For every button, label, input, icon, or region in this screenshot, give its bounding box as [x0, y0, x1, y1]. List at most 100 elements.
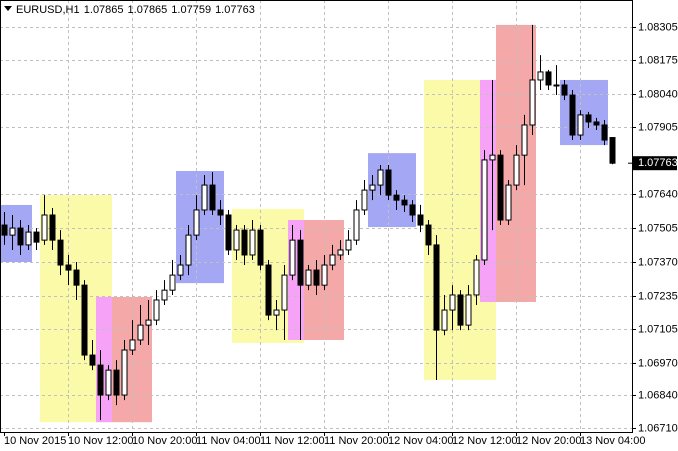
- candle-body: [313, 269, 320, 286]
- x-tick-label: 13 Nov 04:00: [580, 435, 645, 447]
- y-tick-label: 1.07105: [638, 323, 678, 335]
- x-tick-label: 12 Nov 20:00: [516, 435, 581, 447]
- candle-body: [65, 264, 72, 271]
- candle-body: [297, 239, 304, 286]
- ohlc-low: 1.07759: [171, 4, 211, 16]
- candle-body: [121, 349, 128, 396]
- ohlc-high: 1.07865: [128, 4, 168, 16]
- candle-body: [409, 204, 416, 216]
- candle-body: [105, 369, 112, 396]
- candle-body: [81, 284, 88, 356]
- ohlc-close: 1.07763: [215, 4, 255, 16]
- candle-body: [449, 294, 456, 311]
- candle-body: [441, 309, 448, 331]
- x-tick-label: 11 Nov 20:00: [324, 435, 389, 447]
- candle-body: [505, 184, 512, 221]
- y-tick-label: 1.07640: [638, 188, 678, 200]
- candle-body: [209, 184, 216, 211]
- x-tick-label: 11 Nov 04:00: [196, 435, 261, 447]
- candle-body: [537, 71, 544, 81]
- header-icon: [4, 6, 12, 11]
- candle-body: [489, 154, 496, 161]
- candle-body: [241, 229, 248, 256]
- y-tick-label: 1.07505: [638, 222, 678, 234]
- candle-body: [137, 324, 144, 341]
- x-tick-label: 10 Nov 20:00: [132, 435, 197, 447]
- x-tick-label: 10 Nov 2015: [4, 435, 66, 447]
- candle-body: [569, 94, 576, 136]
- candle-body: [49, 214, 56, 241]
- candle-body: [129, 339, 136, 351]
- candle-body: [33, 231, 40, 243]
- candle-body: [457, 294, 464, 326]
- zone: [368, 153, 416, 228]
- candle-body: [345, 239, 352, 251]
- candle-body: [553, 84, 560, 87]
- candle-body: [73, 269, 80, 286]
- candle-body: [177, 264, 184, 276]
- header: EURUSD,H1 1.07865 1.07865 1.07759 1.07763: [4, 4, 255, 16]
- candle-body: [337, 249, 344, 256]
- zone: [560, 79, 608, 146]
- candle-body: [281, 274, 288, 311]
- candle-body: [369, 184, 376, 191]
- candle-body: [417, 214, 424, 226]
- candle-body: [9, 227, 16, 236]
- candle-body: [153, 299, 160, 321]
- candle-body: [585, 114, 592, 123]
- axes: 1.08305 1.08175 1.08040 1.07905 1.07640 1.075…: [4, 21, 678, 447]
- candle-body: [113, 369, 120, 396]
- candle-body: [57, 239, 64, 266]
- candle-body: [497, 154, 504, 221]
- candle-body: [601, 124, 608, 141]
- x-tick-label: 12 Nov 12:00: [452, 435, 517, 447]
- candle-body: [401, 199, 408, 206]
- candle-body: [257, 229, 264, 266]
- candle-body: [169, 274, 176, 291]
- candle-body: [265, 264, 272, 316]
- candle-body: [609, 137, 616, 164]
- y-tick-label: 1.07905: [638, 121, 678, 133]
- candle-body: [481, 159, 488, 261]
- symbol: EURUSD,H1: [16, 4, 79, 16]
- candle-body: [353, 209, 360, 241]
- y-tick-label: 1.08040: [638, 88, 678, 100]
- candle-body: [545, 71, 552, 86]
- y-tick-label: 1.06710: [638, 422, 678, 434]
- candle-body: [201, 184, 208, 211]
- candle-body: [193, 209, 200, 236]
- zone: [96, 296, 112, 423]
- candle-body: [25, 231, 32, 246]
- y-tick-label: 1.07370: [638, 256, 678, 268]
- candle-body: [377, 169, 384, 186]
- ohlc-open: 1.07865: [84, 4, 124, 16]
- price-tag-label: 1.07763: [638, 157, 678, 169]
- candle-body: [89, 354, 96, 366]
- candle-body: [305, 269, 312, 286]
- candle-body: [561, 84, 568, 96]
- grid: [0, 0, 632, 432]
- candle-body: [593, 121, 600, 126]
- candle-body: [425, 224, 432, 246]
- y-tick-label: 1.08305: [638, 21, 678, 33]
- candle-body: [577, 114, 584, 136]
- candle-body: [521, 124, 528, 156]
- y-tick-label: 1.06970: [638, 357, 678, 369]
- candle-body: [321, 264, 328, 286]
- candle-body: [529, 79, 536, 126]
- candle-body: [97, 364, 104, 396]
- candle-body: [161, 289, 168, 301]
- candle-body: [145, 319, 152, 326]
- y-tick-label: 1.08175: [638, 54, 678, 66]
- candle-body: [273, 309, 280, 316]
- candle-body: [41, 214, 48, 241]
- y-tick-label: 1.06840: [638, 389, 678, 401]
- zone: [176, 170, 224, 284]
- candle-body: [361, 189, 368, 211]
- candle-body: [217, 209, 224, 216]
- y-tick-label: 1.07235: [638, 290, 678, 302]
- candle-body: [289, 239, 296, 276]
- zone: [112, 296, 152, 423]
- price-tag: [633, 156, 677, 171]
- candles: [1, 24, 616, 421]
